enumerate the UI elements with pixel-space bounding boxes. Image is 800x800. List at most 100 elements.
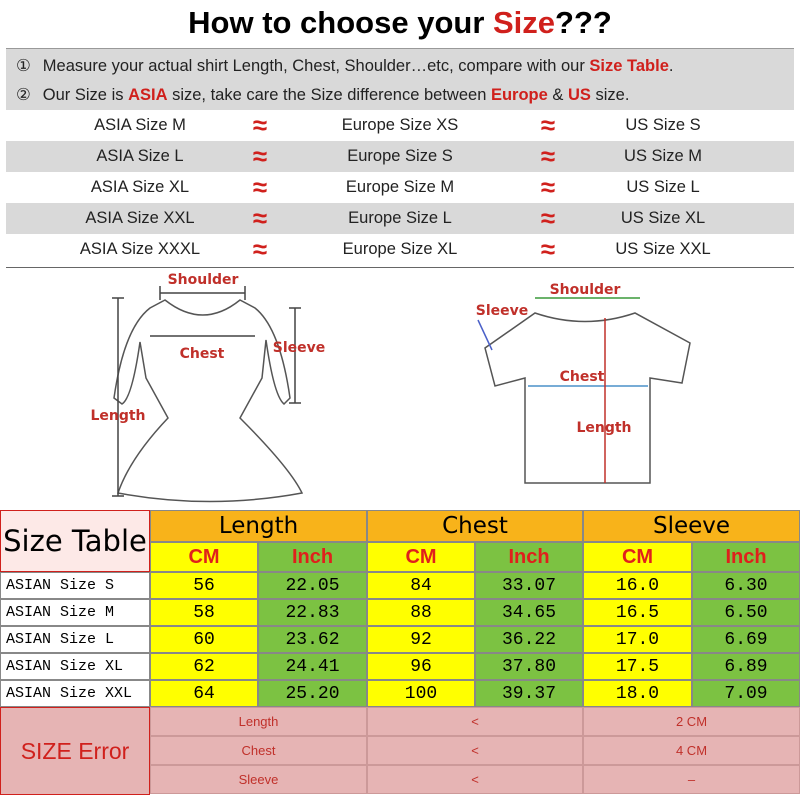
group-header: Sleeve [583,510,800,542]
instruction-line: ① Measure your actual shirt Length, Chest… [16,53,673,79]
size-value: 100 [367,680,475,707]
approx-sign: ≈ [252,110,268,140]
size-value: 37.80 [475,653,583,680]
highlight-text: ASIA [128,86,168,104]
instruction-text: . [668,57,674,75]
size-value: 16.0 [583,572,692,599]
row-label: ASIAN Size XL [0,653,150,680]
size-value: 18.0 [583,680,692,707]
size-name: US Size S [625,116,701,134]
title-text: ??? [555,5,612,40]
size-name: Europe Size XS [341,116,459,134]
conversion-row: ASIA Size M ≈ Europe Size XS ≈ US Size S [6,110,794,141]
title-text: How to choose your [188,5,493,40]
size-value: 96 [367,653,475,680]
size-value: 64 [150,680,258,707]
instruction-marker: ② [16,86,31,104]
tshirt-label: Length [576,420,631,436]
size-value: 16.5 [583,599,692,626]
size-name: Europe Size S [347,147,453,165]
size-value: 60 [150,626,258,653]
size-value: 58 [150,599,258,626]
approx-sign: ≈ [252,203,268,233]
size-name: ASIA Size XXXL [79,240,201,258]
size-value: 34.65 [475,599,583,626]
instruction-text: Measure your actual shirt Length, Chest,… [42,57,590,75]
unit-header: CM [150,542,258,572]
size-value: 22.83 [258,599,367,626]
tshirt-drawing [477,297,691,484]
error-cell: Length [150,707,367,736]
highlight-text: US [568,86,591,104]
approx-sign: ≈ [252,234,268,264]
size-value: 17.5 [583,653,692,680]
approx-sign: ≈ [540,110,556,140]
size-name: ASIA Size XXL [85,209,195,227]
tshirt-label: Chest [560,369,605,385]
size-value: 88 [367,599,475,626]
error-cell: < [367,736,583,765]
instruction-text: & [547,86,568,104]
error-cell: 4 CM [583,736,800,765]
size-value: 17.0 [583,626,692,653]
size-value: 23.62 [258,626,367,653]
group-header: Chest [367,510,583,542]
instruction-line: ② Our Size is ASIA size, take care the Si… [16,82,629,108]
approx-sign: ≈ [540,234,556,264]
size-name: Europe Size M [345,178,455,196]
error-cell: < [367,765,583,794]
size-name: ASIA Size XL [90,178,190,196]
unit-header: Inch [475,542,583,572]
error-cell: Chest [150,736,367,765]
size-value: 56 [150,572,258,599]
error-cell: 2 CM [583,707,800,736]
error-cell: Sleeve [150,765,367,794]
size-table: Size Table Length Chest Sleeve CM Inch CM Inch C… [0,510,800,798]
unit-header: Inch [258,542,367,572]
unit-header: Inch [692,542,800,572]
size-value: 6.30 [692,572,800,599]
size-value: 25.20 [258,680,367,707]
size-name: Europe Size XL [342,240,458,258]
dress-label: Length [90,408,145,424]
approx-sign: ≈ [252,141,268,171]
conversion-row: ASIA Size XL ≈ Europe Size M ≈ US Size L [6,172,794,203]
size-value: 7.09 [692,680,800,707]
instructions: ① Measure your actual shirt Length, Chest… [6,48,794,110]
approx-sign: ≈ [540,141,556,171]
size-value: 24.41 [258,653,367,680]
size-value: 92 [367,626,475,653]
size-name: Europe Size L [348,209,452,227]
instruction-text: Our Size is [42,86,129,104]
size-value: 33.07 [475,572,583,599]
size-name: US Size L [626,178,700,196]
group-header: Length [150,510,367,542]
conversion-row: ASIA Size XXXL ≈ Europe Size XL ≈ US Size XX… [6,234,794,265]
size-value: 39.37 [475,680,583,707]
diagrams: Shoulder Chest Sleeve Length Sleeve Shou… [90,272,691,503]
row-label: ASIAN Size L [0,626,150,653]
size-value: 36.22 [475,626,583,653]
row-label: ASIAN Size XXL [0,680,150,707]
unit-header: CM [367,542,475,572]
tshirt-label: Sleeve [476,303,529,319]
size-value: 84 [367,572,475,599]
instruction-marker: ① [16,57,31,75]
approx-sign: ≈ [252,172,268,202]
highlight-text: Size Table [589,57,669,75]
conversion-table: ASIA Size M ≈ Europe Size XS ≈ US Size S ASIA… [6,110,794,268]
size-name: ASIA Size L [96,147,184,165]
title-highlight: Size [493,5,556,40]
size-value: 6.89 [692,653,800,680]
dress-label: Chest [180,346,225,362]
title: How to choose your Size??? [0,0,800,46]
approx-sign: ≈ [540,172,556,202]
conversion-row: ASIA Size XXL ≈ Europe Size L ≈ US Size XL [6,203,794,234]
row-label: ASIAN Size S [0,572,150,599]
size-name: US Size XL [620,209,706,227]
dress-label: Sleeve [273,340,326,356]
size-value: 22.05 [258,572,367,599]
conversion-row: ASIA Size L ≈ Europe Size S ≈ US Size M [6,141,794,172]
dress-label: Shoulder [168,272,239,288]
